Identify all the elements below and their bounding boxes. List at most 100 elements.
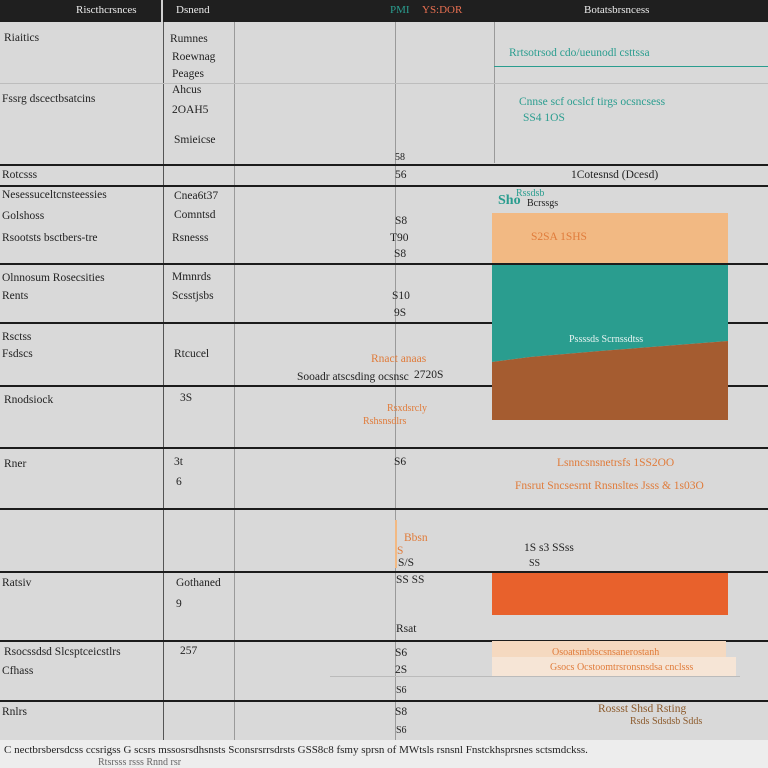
row-label: Rnlrs bbox=[2, 706, 27, 718]
area-series-1 bbox=[492, 213, 728, 263]
row-value: Smieicse bbox=[174, 134, 216, 146]
row-label: Riaitics bbox=[4, 32, 40, 44]
cream-label: Osoatsmbtscsnsanerostanh bbox=[552, 647, 660, 658]
row-label: Rner bbox=[4, 458, 27, 470]
right-annotation-orange: Fnsrut Sncsesrnt Rnsnsltes Jsss & 1s03O bbox=[515, 480, 704, 492]
header-divider bbox=[161, 0, 163, 22]
middle-value: S6 bbox=[396, 725, 407, 736]
middle-value: 2S bbox=[395, 664, 408, 676]
middle-value: SS SS bbox=[396, 574, 425, 586]
middle-annotation: Sooadr atscsding ocsnsc bbox=[297, 371, 409, 383]
middle-value: 58 bbox=[395, 152, 405, 163]
middle-annotation-orange: Rnact anaas bbox=[371, 353, 427, 365]
row-rule bbox=[0, 322, 768, 324]
row-rule bbox=[0, 571, 768, 573]
row-value: Rsnesss bbox=[172, 232, 209, 244]
row-value: Rtcucel bbox=[174, 348, 210, 360]
teal-rule bbox=[494, 66, 768, 67]
cream-bar bbox=[492, 641, 726, 659]
cream-bar bbox=[492, 657, 736, 676]
middle-annotation-orange: Rshsnsdlrs bbox=[363, 416, 407, 427]
header-col-3-orange: YS:DOR bbox=[422, 4, 463, 16]
row-label: Ratsiv bbox=[2, 577, 32, 589]
right-annotation-brown: Rossst Shsd Rsting bbox=[598, 703, 687, 715]
right-annotation-brown: Rsds Sdsdsb Sdds bbox=[630, 716, 703, 727]
middle-value: T90 bbox=[390, 232, 409, 244]
row-rule bbox=[0, 185, 768, 187]
legend-label: 1Cotesnsd (Dcesd) bbox=[571, 169, 659, 181]
row-rule bbox=[0, 263, 768, 265]
middle-value: S6 bbox=[395, 647, 408, 659]
column-divider-3 bbox=[395, 22, 396, 740]
header-col-1: Riscthcrsnces bbox=[76, 4, 137, 16]
area-series-4 bbox=[492, 573, 728, 615]
row-value: 9 bbox=[176, 598, 182, 610]
orange-marker bbox=[395, 520, 397, 568]
row-rule bbox=[0, 700, 768, 702]
row-value: Rumnes bbox=[170, 33, 208, 45]
row-rule bbox=[0, 164, 768, 166]
middle-value: Rsat bbox=[396, 623, 417, 635]
peach-label: S2SA 1SHS bbox=[531, 231, 587, 243]
block-label: 1S s3 SSss bbox=[524, 542, 574, 554]
middle-value: 9S bbox=[394, 307, 407, 319]
area-series-2 bbox=[492, 265, 728, 362]
row-value: Gothaned bbox=[176, 577, 221, 589]
area-series-3 bbox=[492, 341, 728, 420]
sho-title: Bcrssgs bbox=[527, 198, 559, 209]
footer-text: C nectbrsbersdcss ccsrigss G scsrs mssos… bbox=[4, 744, 588, 756]
middle-annotation-orange: Rsxdsrcly bbox=[387, 403, 427, 414]
row-value: 3t bbox=[174, 456, 183, 468]
middle-value: S10 bbox=[392, 290, 410, 302]
block-sub: SS bbox=[529, 558, 541, 569]
right-annotation-teal: Cnnse scf ocslcf tirgs ocsncsess bbox=[519, 96, 666, 108]
row-label: Rsocssdsd Slcsptceicstlrs bbox=[4, 646, 121, 658]
middle-value: S6 bbox=[394, 456, 407, 468]
middle-value: S/S bbox=[398, 557, 414, 569]
row-value: Mmnrds bbox=[172, 271, 211, 283]
row-value: 3S bbox=[180, 392, 193, 404]
row-rule bbox=[0, 447, 768, 449]
sho-label: Sho bbox=[498, 193, 521, 208]
cream-label: Gsocs Ocstoomtrsronsnsdsa cnclsss bbox=[550, 662, 694, 673]
middle-value: 56 bbox=[395, 169, 407, 181]
column-divider-2 bbox=[234, 22, 235, 740]
row-value: Cnea6t37 bbox=[174, 190, 219, 202]
row-value: Ahcus bbox=[172, 84, 202, 96]
table-header: Riscthcrsnces Dsnend PMI YS:DOR Botatsbr… bbox=[0, 0, 768, 22]
middle-value: S8 bbox=[395, 706, 408, 718]
row-value: 257 bbox=[180, 645, 198, 657]
row-label: Cfhass bbox=[2, 665, 34, 677]
footer: C nectbrsbersdcss ccsrigss G scsrs mssos… bbox=[0, 740, 768, 768]
teal-inner-label: Pssssds Scrnssdtss bbox=[569, 334, 644, 345]
row-rule bbox=[0, 508, 768, 510]
middle-annotation-orange: Bbsn bbox=[404, 532, 428, 544]
row-value: Roewnag bbox=[172, 51, 216, 63]
row-value: 2OAH5 bbox=[172, 104, 209, 116]
middle-value: 2720S bbox=[414, 369, 444, 381]
row-label: Rotcsss bbox=[2, 169, 38, 181]
row-label: Rnodsiock bbox=[4, 394, 54, 406]
row-label: Nesessuceltcnsteessies bbox=[2, 189, 107, 201]
middle-value: S8 bbox=[394, 248, 407, 260]
column-divider-1 bbox=[163, 22, 164, 740]
row-rule bbox=[0, 640, 768, 642]
footer-subtext: Rtsrsss rsss Rnnd rsr bbox=[98, 757, 182, 768]
thin-rule bbox=[330, 676, 740, 677]
middle-value: S8 bbox=[395, 215, 408, 227]
row-value: Peages bbox=[172, 68, 204, 80]
row-label: Fsdscs bbox=[2, 348, 33, 360]
row-rule bbox=[0, 83, 768, 84]
header-col-3-teal: PMI bbox=[390, 4, 410, 16]
header-col-4: Botatsbrsncess bbox=[584, 4, 650, 16]
row-value: Comntsd bbox=[174, 209, 216, 221]
row-rule bbox=[0, 385, 768, 387]
row-label: Fssrg dscectbsatcins bbox=[2, 93, 96, 105]
row-label: Rsootsts bsctbers-tre bbox=[2, 232, 98, 244]
row-value: Scsstjsbs bbox=[172, 290, 214, 302]
row-label: Golshoss bbox=[2, 210, 45, 222]
right-annotation-teal: Rrtsotrsod cdo/ueunodl csttssa bbox=[509, 47, 650, 59]
right-annotation-teal: SS4 1OS bbox=[523, 112, 565, 124]
row-label: Rents bbox=[2, 290, 29, 302]
middle-value: S6 bbox=[396, 685, 407, 696]
